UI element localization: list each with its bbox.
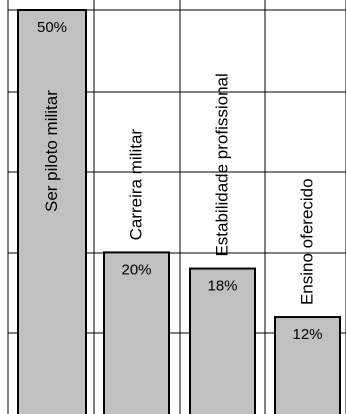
category-label: Ensino oferecido: [298, 178, 317, 305]
data-label: 18%: [207, 278, 237, 295]
bar: [189, 267, 256, 414]
bar: [274, 316, 341, 414]
bar: [103, 251, 170, 414]
labels: 50% Ser piloto militar 20% Carreira militar…: [37, 19, 323, 343]
bars: [17, 9, 341, 414]
data-label: 50%: [37, 19, 67, 36]
bar: [17, 9, 87, 414]
data-label: 12%: [292, 326, 322, 343]
category-label: Carreira militar: [127, 129, 146, 241]
data-label: 20%: [121, 261, 151, 278]
category-label: Ser piloto militar: [42, 90, 61, 212]
category-label: Estabilidade profissional: [213, 73, 232, 256]
